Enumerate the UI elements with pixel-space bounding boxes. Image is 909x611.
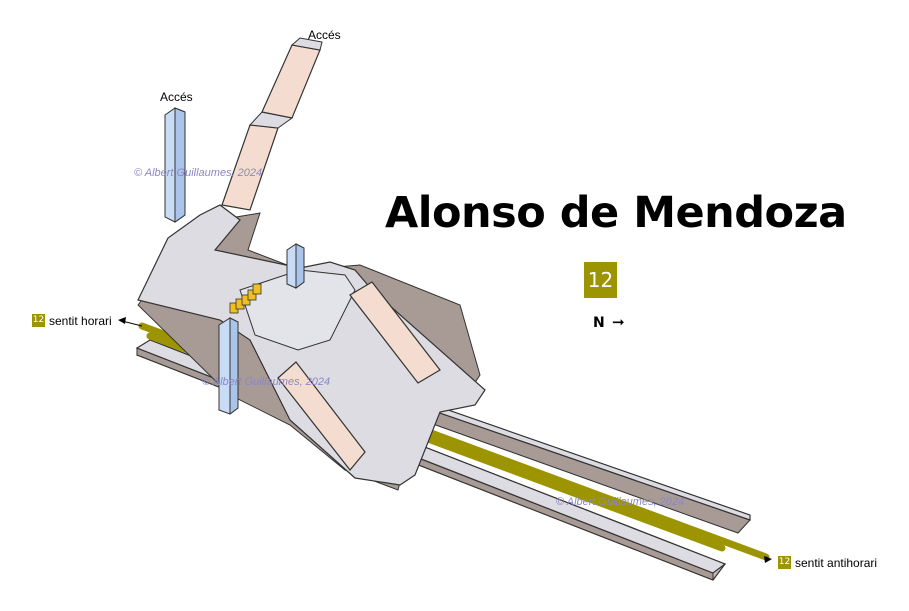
lift-street <box>164 107 186 223</box>
line-badge-small: 12 <box>32 314 45 328</box>
line-badge: 12 <box>584 262 617 298</box>
access-label-top: Accés <box>308 28 341 42</box>
lift-platform <box>218 317 239 415</box>
lift-mezzanine <box>286 243 305 289</box>
north-indicator: N ➞ <box>593 313 625 331</box>
direction-clockwise-text: sentit horari <box>49 313 112 328</box>
line-badge-small: 12 <box>778 556 791 570</box>
stairs-lower-platform <box>277 361 366 471</box>
direction-clockwise: 12 sentit horari <box>32 313 112 328</box>
mezzanine <box>137 204 486 491</box>
ticket-gates <box>229 283 262 314</box>
access-label-left: Accés <box>160 90 193 104</box>
stairs-access-top <box>221 37 323 211</box>
north-arrow-icon: ➞ <box>606 313 625 331</box>
north-label: N <box>593 315 605 331</box>
station-title: Alonso de Mendoza <box>385 188 847 238</box>
direction-counterclockwise: 12 sentit antihorari <box>778 555 877 570</box>
watermark: © Albert Guillaumes, 2024 <box>202 376 331 388</box>
watermark: © Albert Guillaumes, 2024 <box>556 496 685 508</box>
stairs-upper-platform <box>349 281 441 384</box>
watermark: © Albert Guillaumes, 2024 <box>134 167 263 179</box>
direction-counterclockwise-text: sentit antihorari <box>795 555 878 570</box>
